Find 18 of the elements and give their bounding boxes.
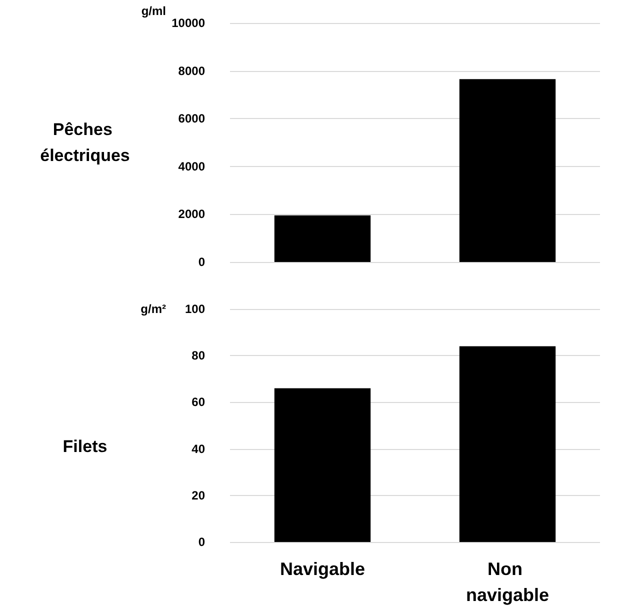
y-tick-label: 0 xyxy=(198,535,206,549)
x-tick-label: Non navigable xyxy=(466,559,550,605)
y-tick-label: 20 xyxy=(192,488,206,502)
y-tick-label: 4000 xyxy=(178,159,206,174)
y-tick-label: 80 xyxy=(192,348,206,363)
y-tick-label: 6000 xyxy=(178,112,206,126)
y-tick-label: 2000 xyxy=(178,207,206,222)
y-axis-title: g/m² xyxy=(140,302,166,316)
text: Pêches électriques xyxy=(40,120,130,165)
y-tick-label: 10000 xyxy=(172,16,206,30)
y-tick-label: 8000 xyxy=(178,64,206,78)
y-tick-label: 40 xyxy=(192,442,206,456)
y-tick-label: 100 xyxy=(184,302,206,316)
y-tick-label: 60 xyxy=(192,395,206,410)
text: Filets xyxy=(62,437,108,456)
y-axis-title: g/ml xyxy=(141,4,166,18)
y-tick-label: 0 xyxy=(198,255,206,269)
x-tick-label: Navigable xyxy=(280,559,366,579)
